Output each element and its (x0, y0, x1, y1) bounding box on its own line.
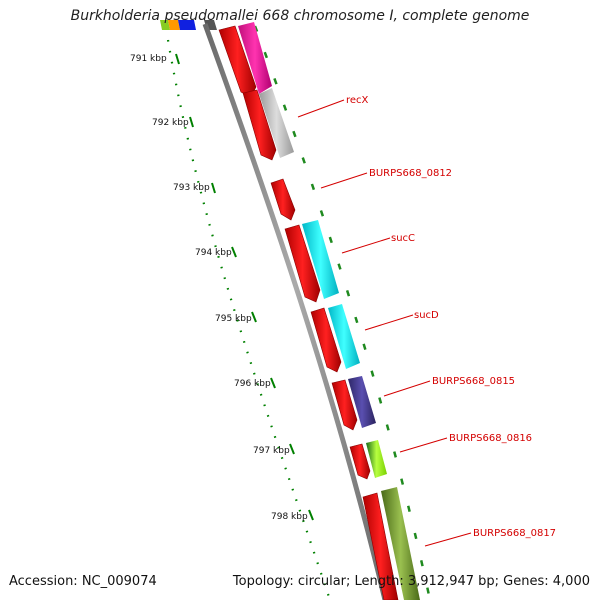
gene-label-recX[interactable]: recX (346, 95, 369, 106)
connector-0816 (399, 437, 448, 453)
connector-sucD (364, 314, 414, 331)
connector-0817 (424, 532, 472, 547)
topology-text: Topology: circular; Length: 3,912,947 bp… (232, 574, 590, 589)
connector-sucC (341, 237, 391, 254)
tick-mark-795 (251, 311, 257, 323)
feature-track (238, 22, 420, 600)
ruler-ticks (175, 53, 314, 521)
tick-label-798: 798 kbp (271, 512, 308, 522)
feature-bar-0815[interactable] (348, 376, 376, 428)
tick-mark-792 (189, 116, 194, 128)
tick-label-797: 797 kbp (253, 446, 290, 456)
connector-0815 (383, 380, 431, 397)
connector-0812 (320, 172, 368, 189)
gene-labels: recX BURPS668_0812 sucC sucD BURPS668_08… (346, 95, 556, 539)
tick-labels: 791 kbp 792 kbp 793 kbp 794 kbp 795 kbp … (130, 54, 308, 522)
cds-arrow-0816[interactable] (349, 443, 371, 480)
cds-arrow-sucD[interactable] (310, 307, 342, 373)
tick-mark-793 (211, 182, 216, 194)
tick-mark-794 (231, 246, 237, 258)
map-title: Burkholderia pseudomallei 668 chromosome… (70, 8, 530, 24)
cds-arrow-0812[interactable] (242, 89, 277, 161)
cds-arrow-sucC[interactable] (284, 224, 321, 303)
genome-backbone (202, 23, 388, 600)
feature-bar-sucD[interactable] (328, 304, 360, 369)
tick-mark-791 (175, 53, 180, 65)
gene-label-sucC[interactable]: sucC (391, 233, 415, 244)
tick-label-793: 793 kbp (173, 183, 210, 193)
feature-bar-0816[interactable] (366, 440, 387, 478)
tick-label-794: 794 kbp (195, 248, 232, 258)
gene-label-0816[interactable]: BURPS668_0816 (449, 433, 532, 444)
tick-label-792: 792 kbp (152, 118, 189, 128)
tick-label-795: 795 kbp (215, 314, 252, 324)
gene-label-0817[interactable]: BURPS668_0817 (473, 528, 556, 539)
connector-recX (297, 99, 345, 118)
tick-mark-796 (270, 377, 276, 389)
feature-bar-sucC[interactable] (302, 220, 339, 299)
tick-label-796: 796 kbp (234, 379, 271, 389)
gene-label-0812[interactable]: BURPS668_0812 (369, 168, 452, 179)
cds-arrow-0815[interactable] (331, 379, 358, 431)
tick-label-791: 791 kbp (130, 54, 167, 64)
cds-track (218, 25, 399, 600)
label-connectors (297, 99, 472, 547)
feature-bar-recX[interactable] (238, 22, 272, 94)
gene-label-0815[interactable]: BURPS668_0815 (432, 376, 515, 387)
cds-arrow-0812b[interactable] (270, 178, 296, 221)
feature-bar-0817[interactable] (381, 487, 420, 600)
accession-text: Accession: NC_009074 (9, 574, 157, 589)
gene-label-sucD[interactable]: sucD (414, 310, 439, 321)
tick-mark-798 (308, 509, 314, 521)
tick-mark-797 (289, 443, 295, 455)
cds-arrow-0817[interactable] (362, 492, 399, 600)
feature-bar-gray[interactable] (259, 88, 294, 158)
